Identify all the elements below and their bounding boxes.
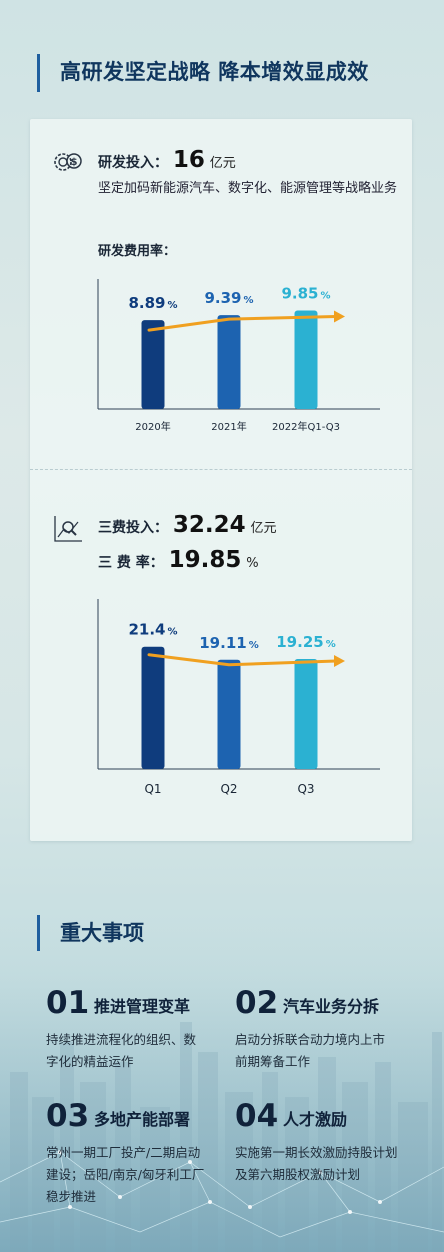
rd-rate-label: 研发费用率：	[98, 244, 177, 259]
rd-invest-line: 研发投入： 16 亿元	[98, 147, 236, 173]
data-label: 19.25%	[276, 633, 335, 651]
data-label: 9.39%	[204, 289, 253, 307]
expense-rate-unit: %	[246, 556, 259, 571]
x-tick-label: 2020年	[135, 420, 170, 433]
expense-rate-value: 19.85	[168, 547, 242, 573]
rd-rate-chart: 8.89% 2020年 9.39% 2021年 9.85% 2022年Q1-Q3	[90, 269, 390, 439]
trend-arrowhead	[334, 310, 345, 323]
event-item-3: 03 多地产能部署 常州一期工厂投产/二期启动建设；岳阳/南京/匈牙利工厂稳步推…	[46, 1098, 226, 1218]
page-title: 高研发坚定战略 降本增效显成效	[60, 60, 369, 84]
event-number: 04	[235, 1098, 279, 1134]
event-title: 汽车业务分拆	[283, 997, 380, 1016]
expense-rate-line: 三 费 率： 19.85 %	[98, 547, 259, 573]
header: 高研发坚定战略 降本增效显成效	[0, 0, 444, 100]
stats-card: $ 研发投入： 16 亿元 坚定加码新能源汽车、数字化、能源管理等战略业务 研发…	[30, 119, 412, 841]
event-description: 实施第一期长效激励持股计划及第六期股权激励计划	[235, 1145, 398, 1182]
expense-rate-chart: 21.4% Q1 19.11% Q2 19.25% Q3	[90, 589, 390, 799]
bar	[294, 310, 318, 409]
rd-rate-chart-svg: 8.89 % 2020年 9.39 % 2021年 9.85 % 2022年Q1-Q3	[97, 279, 380, 433]
expense-invest-value: 32.24	[172, 512, 246, 538]
expense-invest-line: 三费投入： 32.24 亿元	[98, 512, 277, 538]
bar	[294, 659, 318, 769]
x-tick-label: Q3	[297, 782, 314, 796]
data-label: 8.89%	[128, 294, 177, 312]
event-number: 01	[46, 985, 90, 1021]
bar	[141, 646, 165, 769]
expense-invest-label: 三费投入：	[98, 520, 168, 536]
rd-invest-value: 16	[172, 147, 205, 173]
expense-invest-unit: 亿元	[250, 521, 277, 536]
rd-description: 坚定加码新能源汽车、数字化、能源管理等战略业务	[98, 181, 398, 196]
events-accent-bar	[37, 915, 40, 951]
event-item-4: 04 人才激励 实施第一期长效激励持股计划及第六期股权激励计划	[235, 1098, 415, 1218]
x-tick-label: Q1	[144, 782, 161, 796]
event-title: 人才激励	[283, 1110, 348, 1129]
event-title: 推进管理变革	[94, 997, 191, 1016]
event-number: 03	[46, 1098, 90, 1134]
data-label: 9.85%	[281, 285, 330, 303]
rd-invest-label: 研发投入：	[98, 155, 168, 171]
section-divider	[30, 469, 412, 470]
svg-text:$: $	[71, 157, 78, 168]
trend-arrowhead	[334, 655, 345, 667]
events-title: 重大事项	[60, 921, 144, 945]
data-label: 19.11%	[199, 634, 258, 652]
event-title: 多地产能部署	[94, 1110, 191, 1129]
event-number: 02	[235, 985, 279, 1021]
x-tick-label: 2021年	[211, 420, 246, 433]
x-tick-label: 2022年Q1-Q3	[272, 420, 340, 433]
bar	[217, 315, 241, 409]
analytics-icon	[52, 513, 84, 545]
bar	[217, 659, 241, 769]
event-description: 持续推进流程化的组织、数字化的精益运作	[46, 1032, 197, 1069]
trend-line	[147, 653, 338, 667]
event-item-2: 02 汽车业务分拆 启动分拆联合动力境内上市前期筹备工作	[235, 985, 415, 1085]
bar	[141, 320, 165, 409]
event-description: 启动分拆联合动力境内上市前期筹备工作	[235, 1032, 386, 1069]
event-item-1: 01 推进管理变革 持续推进流程化的组织、数字化的精益运作	[46, 985, 226, 1085]
expense-rate-chart-svg: 21.4 % Q1 19.11 % Q2 19.25 % Q3	[97, 599, 380, 796]
trend-line	[147, 315, 338, 332]
rd-invest-unit: 亿元	[209, 156, 236, 171]
gear-dollar-icon: $	[52, 146, 84, 178]
data-label: 21.4%	[128, 621, 177, 639]
expense-rate-label: 三 费 率：	[98, 555, 164, 571]
title-accent-bar	[37, 54, 40, 92]
city-skyline-graphic	[0, 922, 444, 1252]
event-description: 常州一期工厂投产/二期启动建设；岳阳/南京/匈牙利工厂稳步推进	[46, 1145, 205, 1204]
x-tick-label: Q2	[220, 782, 237, 796]
